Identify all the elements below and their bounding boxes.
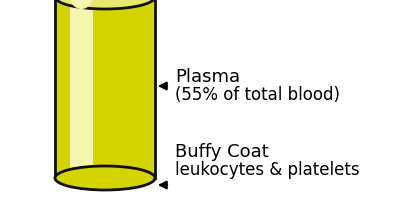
- Text: (55% of total blood): (55% of total blood): [175, 86, 340, 104]
- Text: leukocytes & platelets: leukocytes & platelets: [175, 161, 360, 179]
- Text: Buffy Coat: Buffy Coat: [175, 143, 269, 161]
- Ellipse shape: [70, 0, 93, 9]
- Bar: [70, 0, 93, 178]
- Bar: [55, 0, 155, 178]
- Text: Plasma: Plasma: [175, 68, 240, 86]
- Ellipse shape: [55, 0, 155, 9]
- Ellipse shape: [55, 166, 155, 190]
